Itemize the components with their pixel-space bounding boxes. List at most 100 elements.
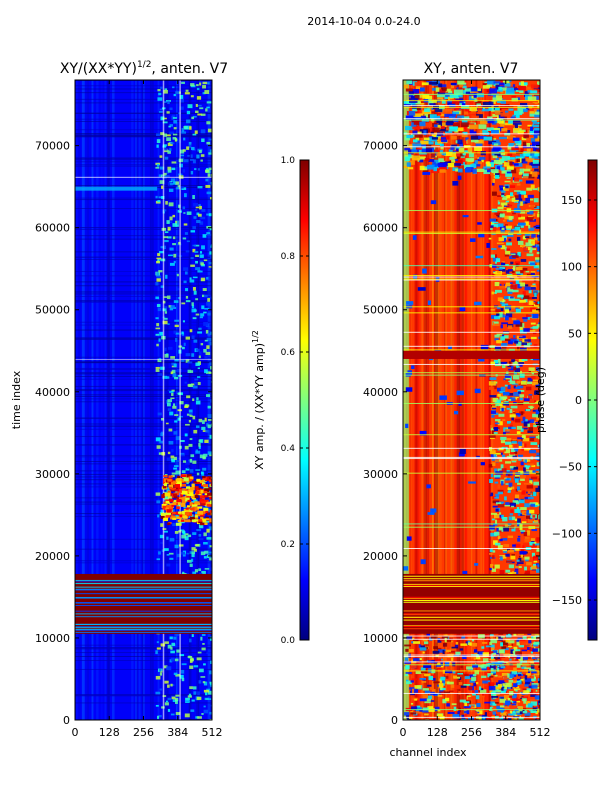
phase-speckle bbox=[508, 216, 513, 221]
amplitude-speckle bbox=[203, 322, 209, 326]
phase-speckle bbox=[493, 524, 498, 526]
phase-speckle bbox=[511, 527, 518, 532]
amplitude-hot-cell bbox=[190, 516, 196, 521]
amplitude-speckle bbox=[159, 669, 162, 672]
phase-speckle bbox=[457, 672, 464, 675]
amplitude-speckle bbox=[200, 676, 206, 678]
phase-speckle bbox=[432, 127, 440, 133]
amplitude-speckle bbox=[192, 317, 197, 320]
phase-speckle bbox=[404, 125, 414, 131]
phase-speckle bbox=[471, 676, 477, 681]
phase-speckle bbox=[428, 159, 435, 162]
phase-speckle bbox=[527, 430, 533, 433]
amplitude-speckle bbox=[208, 213, 212, 217]
amplitude-speckle bbox=[199, 254, 204, 258]
phase-speckle bbox=[515, 143, 522, 147]
phase-speckle bbox=[512, 265, 516, 270]
phase-speckle bbox=[504, 524, 509, 527]
phase-speckle bbox=[504, 429, 511, 432]
amplitude-speckle bbox=[205, 178, 209, 182]
phase-speckle bbox=[529, 239, 535, 242]
phase-speckle bbox=[489, 634, 494, 636]
phase-speckle bbox=[491, 647, 495, 651]
phase-speckle bbox=[489, 479, 493, 484]
amplitude-streak bbox=[75, 186, 158, 191]
phase-speckle bbox=[534, 111, 540, 116]
amplitude-speckle bbox=[198, 204, 201, 206]
phase-speckle bbox=[506, 204, 513, 207]
amplitude-speckle bbox=[205, 429, 210, 433]
phase-speckle bbox=[508, 489, 511, 492]
amplitude-speckle bbox=[192, 244, 196, 247]
amplitude-speckle bbox=[156, 275, 161, 277]
amplitude-speckle bbox=[179, 96, 183, 100]
phase-speckle bbox=[496, 242, 504, 245]
phase-blue-patch bbox=[470, 86, 478, 92]
phase-speckle bbox=[472, 674, 477, 677]
phase-blue-patch bbox=[516, 655, 521, 659]
phase-speckle bbox=[496, 262, 504, 266]
phase-speckle bbox=[520, 507, 527, 511]
amplitude-speckle bbox=[167, 142, 173, 147]
amplitude-speckle bbox=[206, 121, 211, 125]
amplitude-speckle bbox=[174, 319, 180, 322]
phase-speckle bbox=[524, 566, 528, 571]
phase-speckle bbox=[498, 136, 507, 140]
amplitude-streak bbox=[75, 296, 212, 297]
amplitude-speckle bbox=[168, 188, 174, 192]
phase-speckle bbox=[471, 712, 478, 716]
amplitude-band-gap bbox=[75, 605, 212, 606]
phase-speckle bbox=[490, 410, 496, 414]
phase-speckle bbox=[525, 386, 532, 391]
phase-speckle bbox=[537, 678, 540, 681]
amplitude-speckle bbox=[177, 417, 181, 421]
amplitude-speckle bbox=[210, 173, 212, 177]
phase-speckle bbox=[516, 700, 521, 703]
amplitude-speckle bbox=[172, 117, 177, 119]
phase-speckle bbox=[509, 444, 513, 448]
phase-speckle bbox=[491, 715, 498, 718]
phase-speckle bbox=[516, 97, 521, 101]
phase-speckle bbox=[530, 545, 534, 550]
amplitude-speckle bbox=[198, 445, 201, 449]
phase-speckle bbox=[500, 464, 504, 469]
amplitude-speckle bbox=[170, 305, 175, 308]
amplitude-speckle bbox=[168, 440, 174, 445]
amplitude-speckle bbox=[195, 348, 200, 352]
phase-row-line bbox=[403, 692, 540, 694]
phase-speckle bbox=[432, 677, 436, 681]
phase-speckle bbox=[428, 675, 434, 681]
y-tick-label: 30000 bbox=[363, 468, 398, 481]
amplitude-speckle bbox=[155, 282, 159, 286]
amplitude-speckle bbox=[207, 233, 212, 237]
phase-speckle bbox=[457, 127, 464, 132]
y-tick-label: 50000 bbox=[363, 304, 398, 317]
phase-speckle bbox=[452, 111, 459, 115]
phase-speckle bbox=[488, 108, 492, 111]
amplitude-streak bbox=[75, 329, 212, 331]
phase-speckle bbox=[448, 116, 455, 119]
phase-speckle bbox=[451, 153, 457, 158]
amplitude-speckle bbox=[210, 182, 212, 184]
phase-speckle bbox=[514, 168, 522, 172]
phase-speckle bbox=[453, 163, 462, 166]
amplitude-hot-cell bbox=[201, 518, 207, 523]
phase-speckle bbox=[532, 563, 537, 567]
phase-speckle bbox=[509, 376, 512, 381]
phase-speckle bbox=[533, 237, 538, 241]
amplitude-speckle bbox=[195, 362, 200, 367]
phase-speckle bbox=[410, 702, 414, 705]
phase-speckle bbox=[442, 699, 445, 704]
phase-speckle bbox=[505, 709, 510, 712]
amplitude-speckle bbox=[197, 651, 202, 654]
amplitude-speckle bbox=[197, 716, 202, 719]
phase-speckle bbox=[434, 706, 440, 712]
phase-speckle bbox=[487, 80, 496, 85]
phase-speckle bbox=[538, 556, 540, 560]
phase-speckle bbox=[537, 434, 540, 440]
amplitude-speckle bbox=[155, 366, 160, 369]
amplitude-hot-cell bbox=[172, 501, 177, 505]
amplitude-hot-cell bbox=[195, 513, 201, 517]
amplitude-streak bbox=[75, 548, 212, 550]
amplitude-speckle bbox=[182, 149, 186, 152]
